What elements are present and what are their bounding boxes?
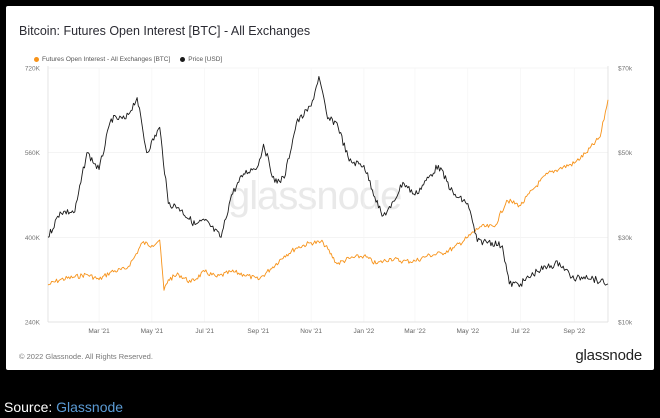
legend-dot-open-interest (34, 57, 39, 62)
y-right-tick-label: $10k (618, 320, 633, 327)
x-tick-label: Mar '22 (404, 328, 426, 335)
chart-plot: 240K 400K 560K 720K $10k $30k $50k $70k Mar '21 M… (25, 66, 633, 336)
x-tick-label: Jan '22 (354, 328, 375, 335)
legend-item-price[interactable]: Price [USD] (180, 56, 222, 63)
series-line-price (47, 76, 609, 288)
chart-title: Bitcoin: Futures Open Interest [BTC] - A… (19, 24, 311, 38)
legend-item-open-interest[interactable]: Futures Open Interest - All Exchanges [B… (34, 56, 170, 63)
copyright-text: © 2022 Glassnode. All Rights Reserved. (19, 352, 153, 361)
x-tick-label: Sep '21 (247, 328, 269, 335)
x-tick-label: May '21 (141, 328, 164, 335)
brand-logo: glassnode (575, 347, 642, 364)
legend-label-open-interest: Futures Open Interest - All Exchanges [B… (42, 56, 171, 63)
chart-card: Bitcoin: Futures Open Interest [BTC] - A… (6, 6, 654, 370)
y-left-tick-label: 240K (25, 320, 41, 327)
x-tick-label: Mar '21 (88, 328, 110, 335)
chart-legend: Futures Open Interest - All Exchanges [B… (34, 56, 222, 63)
legend-dot-price (180, 57, 186, 62)
x-tick-label: May '22 (457, 328, 480, 335)
y-right-tick-label: $70k (618, 66, 633, 73)
y-right-tick-label: $50k (618, 150, 633, 157)
y-left-tick-label: 720K (25, 66, 41, 73)
x-tick-label: Jul '22 (511, 328, 530, 335)
y-left-tick-label: 560K (25, 150, 41, 157)
source-caption: Source: Glassnode (4, 399, 123, 415)
x-tick-label: Sep '22 (563, 328, 585, 335)
source-label: Source: (4, 399, 57, 415)
y-right-tick-label: $30k (618, 235, 633, 242)
series-line-open-interest (47, 99, 609, 291)
x-tick-label: Jul '21 (195, 328, 214, 335)
x-tick-label: Nov '21 (300, 328, 322, 335)
y-left-tick-label: 400K (25, 235, 41, 242)
source-link[interactable]: Glassnode (56, 399, 124, 415)
legend-label-price: Price [USD] (188, 56, 223, 63)
